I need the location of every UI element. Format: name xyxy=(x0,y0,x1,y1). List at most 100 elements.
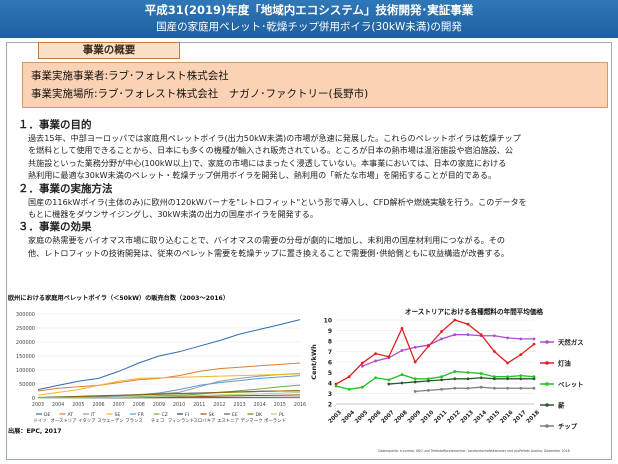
legend-label: デンマーク xyxy=(241,417,263,424)
section-line: を燃料として使用できることから、日本にも多くの機種が輸入され販売されている。とこ… xyxy=(28,145,513,156)
data-point xyxy=(453,386,457,390)
info-box: 事業実施事業者:ラブ･フォレスト株式会社 事業実施場所:ラブ･フォレスト株式会社… xyxy=(22,62,608,108)
series-line-pl xyxy=(37,391,301,399)
austria-fuel-price-chart: オーストリアにおける各種燃料の年間平均価格 2 3 4 5 6 7 8 9 10 Cent/kWh 2… xyxy=(310,307,584,453)
data-point xyxy=(413,390,417,393)
data-point xyxy=(387,355,391,359)
page-subtitle: 国産の家庭用ペレット･乾燥チップ併用ボイラ(30kW未満)の開発 xyxy=(156,21,462,33)
x-tick-label: 2013 xyxy=(233,402,245,408)
y-tick-label: 5 xyxy=(328,370,332,377)
data-point xyxy=(453,318,457,322)
content-frame xyxy=(6,42,612,460)
x-tick-label: 2016 xyxy=(499,410,514,425)
y-axis-label: Cent/kWh xyxy=(310,344,318,380)
series-line-dk xyxy=(37,389,301,399)
body-text: １．事業の目的 過去15年、中部ヨーロッパでは家庭用ペレットボイラ(出力50kW… xyxy=(18,118,608,259)
data-point xyxy=(413,377,417,381)
overview-tab: 事業の概要 xyxy=(38,42,180,59)
data-point xyxy=(519,377,523,381)
data-point xyxy=(400,373,404,376)
x-tick-label: 2003 xyxy=(328,410,343,425)
data-point xyxy=(427,377,430,381)
y-tick-label: 6 xyxy=(328,360,332,367)
x-tick-label: 2010 xyxy=(173,402,185,408)
x-tick-label: 2018 xyxy=(526,410,541,425)
data-point xyxy=(347,387,351,391)
implementer-line: 事業実施事業者:ラブ･フォレスト株式会社 xyxy=(31,70,229,82)
legend-code: IT xyxy=(91,412,95,418)
y-tick-label: 0 xyxy=(32,396,35,402)
legend-code: DE xyxy=(44,412,51,418)
data-point xyxy=(361,385,364,389)
x-tick-label: 2016 xyxy=(294,402,306,408)
y-tick-label: 7 xyxy=(328,349,332,356)
data-point xyxy=(479,333,483,337)
x-tick-label: 2014 xyxy=(473,410,488,425)
data-point xyxy=(519,353,523,357)
legend-code: SE xyxy=(115,412,121,418)
data-point xyxy=(466,386,470,390)
x-tick-label: 2004 xyxy=(52,402,64,408)
data-point xyxy=(493,334,496,338)
data-point xyxy=(532,375,536,379)
data-point xyxy=(440,387,443,391)
series-line-0 xyxy=(362,334,534,367)
data-point xyxy=(400,381,404,385)
data-point xyxy=(466,377,470,381)
y-tick-label: 9 xyxy=(328,328,332,335)
legend-marker xyxy=(545,403,549,407)
section-line: もとに機器をダウンサイジングし、30kW未満の出力の国産ボイラを開発する。 xyxy=(28,209,318,220)
y-tick-label: 10 xyxy=(324,318,332,325)
x-tick-label: 2005 xyxy=(354,410,369,425)
chart-source: 出展：EPC, 2017 xyxy=(8,427,62,435)
data-point xyxy=(479,385,483,389)
y-tick-label: 100000 xyxy=(16,368,35,374)
data-point xyxy=(374,359,377,363)
legend-marker xyxy=(545,424,549,428)
data-point xyxy=(374,376,377,380)
data-point xyxy=(506,375,509,379)
legend-label: スロバキア xyxy=(194,418,217,424)
y-tick-label: 2 xyxy=(328,402,332,409)
section-line: 熱利用に最適な30kW未満のペレット・乾燥チップ併用ボイラを開発し、熱利用の「新… xyxy=(28,170,497,181)
data-point xyxy=(466,322,470,326)
x-tick-label: 2007 xyxy=(113,402,125,408)
chart-source: Datenquelle: e-control, IWO und Treibsto… xyxy=(378,449,569,453)
legend-marker xyxy=(545,361,549,365)
data-point xyxy=(440,378,443,382)
data-point xyxy=(334,384,338,388)
data-point xyxy=(413,380,417,384)
data-point xyxy=(440,330,443,333)
series-line-4 xyxy=(415,386,534,393)
data-point xyxy=(466,371,470,374)
data-point xyxy=(506,336,509,340)
y-tick-label: 4 xyxy=(328,381,332,388)
section-line: 家庭の熱需要をバイオマス市場に取り込むことで、バイオマスの需要の分母が劇的に増加… xyxy=(28,235,505,246)
x-tick-label: 2015 xyxy=(274,402,286,408)
page-title: 平成31(2019)年度「地域内エコシステム」技術開発･実証事業 xyxy=(144,3,474,17)
section-line: 国産の116kWボイラ(主体のみ)に欧州の120kWバーナを"レトロフィット"と… xyxy=(28,196,527,207)
section-heading: １．事業の目的 xyxy=(18,119,92,131)
legend-label: スウェーデン xyxy=(97,417,124,424)
legend-label: オーストリア xyxy=(50,418,77,424)
legend-label: ポーランド xyxy=(264,417,286,424)
x-tick-label: 2009 xyxy=(407,410,422,425)
x-tick-label: 2012 xyxy=(446,410,461,425)
data-point xyxy=(532,337,536,341)
x-tick-label: 2014 xyxy=(254,402,266,408)
series-line-at xyxy=(37,362,301,392)
data-point xyxy=(506,386,509,390)
legend-label: チップ xyxy=(558,422,578,431)
legend-label: 天然ガス xyxy=(558,338,584,347)
x-tick-label: 2005 xyxy=(72,402,84,408)
data-point xyxy=(440,337,443,341)
data-point xyxy=(506,377,509,381)
data-point xyxy=(479,376,483,380)
y-tick-label: 3 xyxy=(328,391,332,398)
y-tick-label: 250000 xyxy=(16,326,35,332)
y-tick-label: 50000 xyxy=(19,382,35,388)
data-point xyxy=(453,377,457,381)
data-point xyxy=(493,386,496,390)
data-point xyxy=(347,375,351,379)
y-tick-label: 200000 xyxy=(16,340,35,346)
